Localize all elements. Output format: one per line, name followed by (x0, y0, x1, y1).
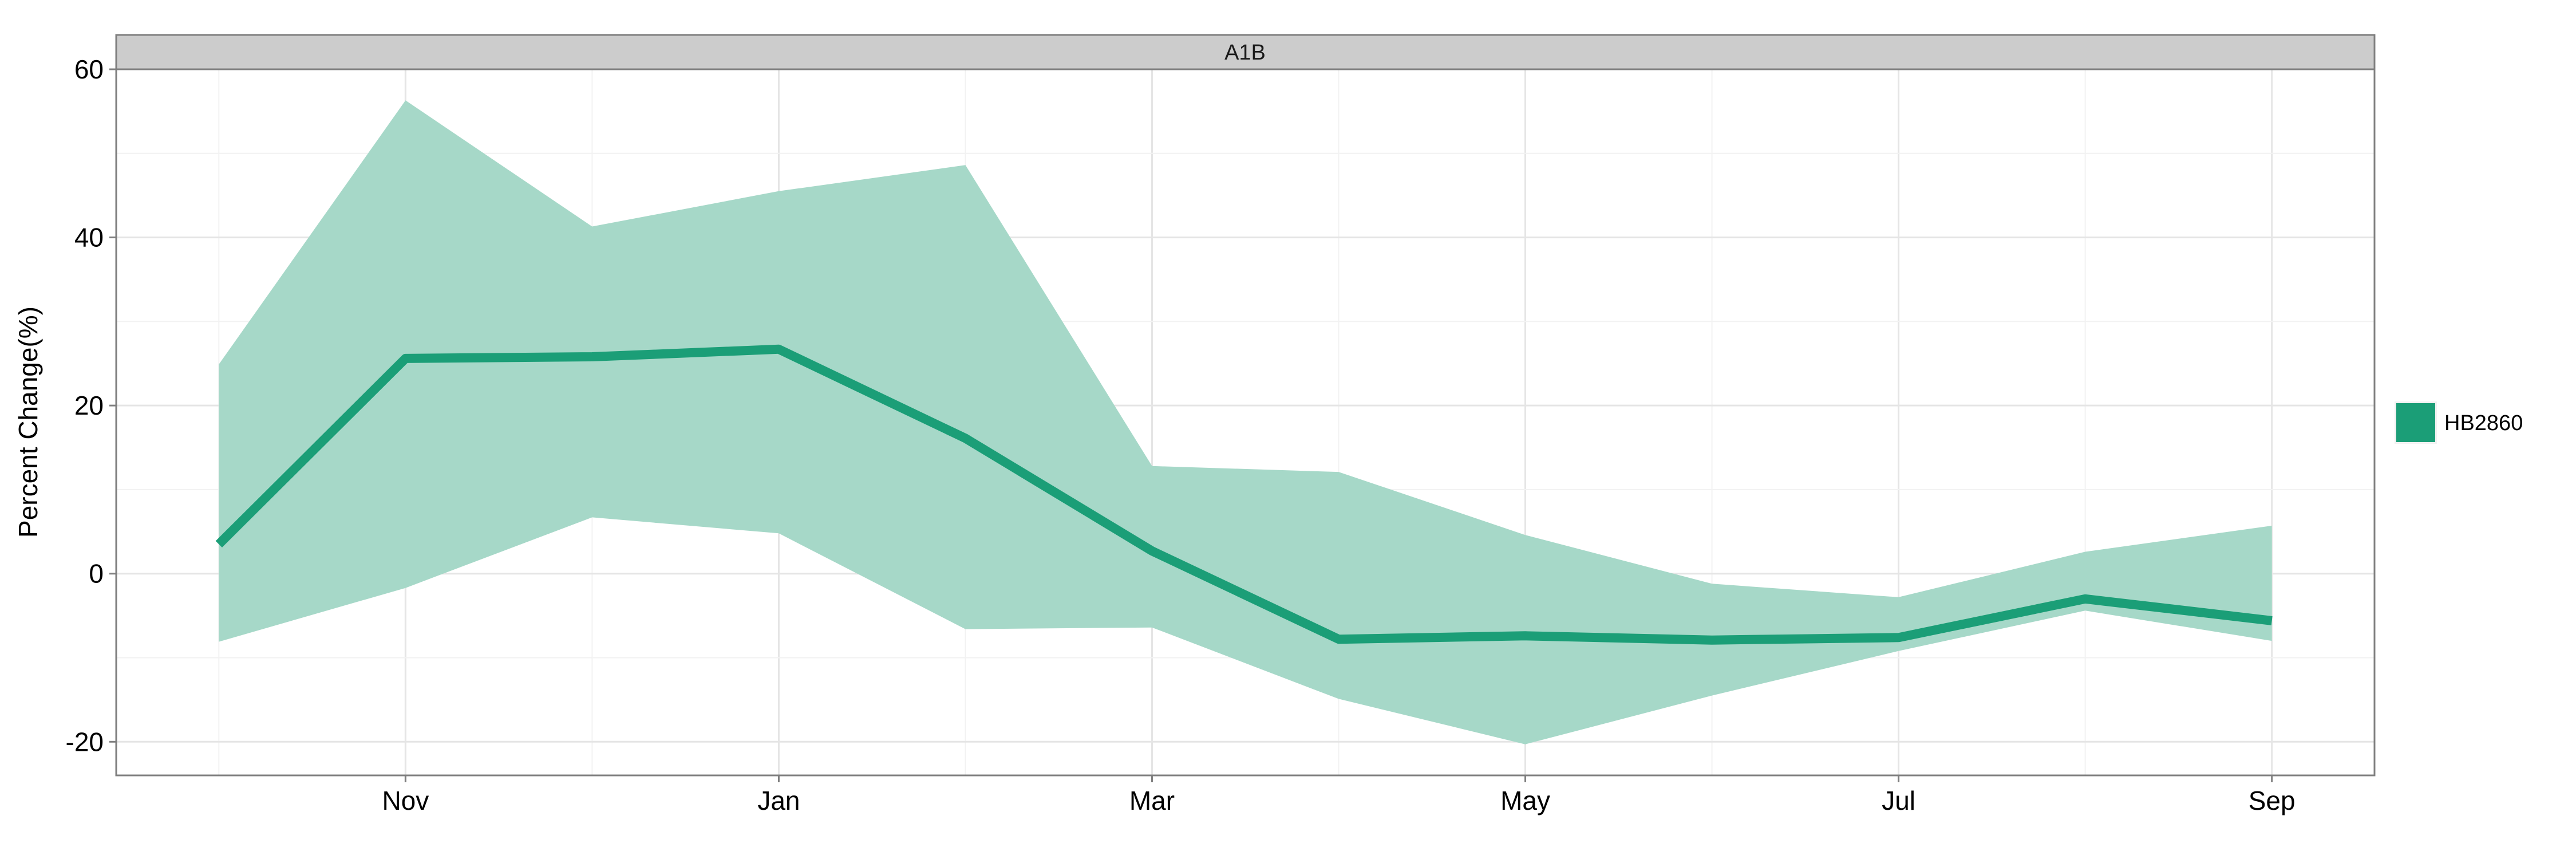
facet-strip (115, 34, 2376, 70)
legend-label: HB2860 (2444, 411, 2523, 435)
facet-strip-label: A1B (1224, 41, 1266, 65)
x-tick-label: Nov (382, 786, 429, 815)
x-tick-label: May (1500, 786, 1550, 815)
line-layer (215, 344, 2273, 645)
x-tick-label: Sep (2249, 786, 2296, 815)
y-axis-title: Percent Change(%) (13, 306, 43, 538)
x-tick-label: Jan (757, 786, 800, 815)
y-axis: -20 0 20 40 60 (66, 54, 116, 756)
series-line (215, 344, 2273, 645)
legend-key-swatch (2396, 403, 2435, 442)
y-tick-label: 40 (74, 223, 104, 253)
ribbon-layer (219, 100, 2272, 744)
x-tick-label: Mar (1129, 786, 1175, 815)
series-ribbon (219, 100, 2272, 744)
x-tick-label: Jul (1882, 786, 1915, 815)
plot-panel-border (115, 68, 2376, 777)
y-tick-label: 20 (74, 391, 104, 420)
y-tick-label: 0 (89, 559, 104, 589)
y-tick-label: 60 (74, 54, 104, 84)
y-tick-label: -20 (66, 727, 104, 756)
legend: HB2860 (2393, 400, 2523, 445)
x-axis: Nov Jan Mar May Jul Sep (382, 775, 2296, 815)
